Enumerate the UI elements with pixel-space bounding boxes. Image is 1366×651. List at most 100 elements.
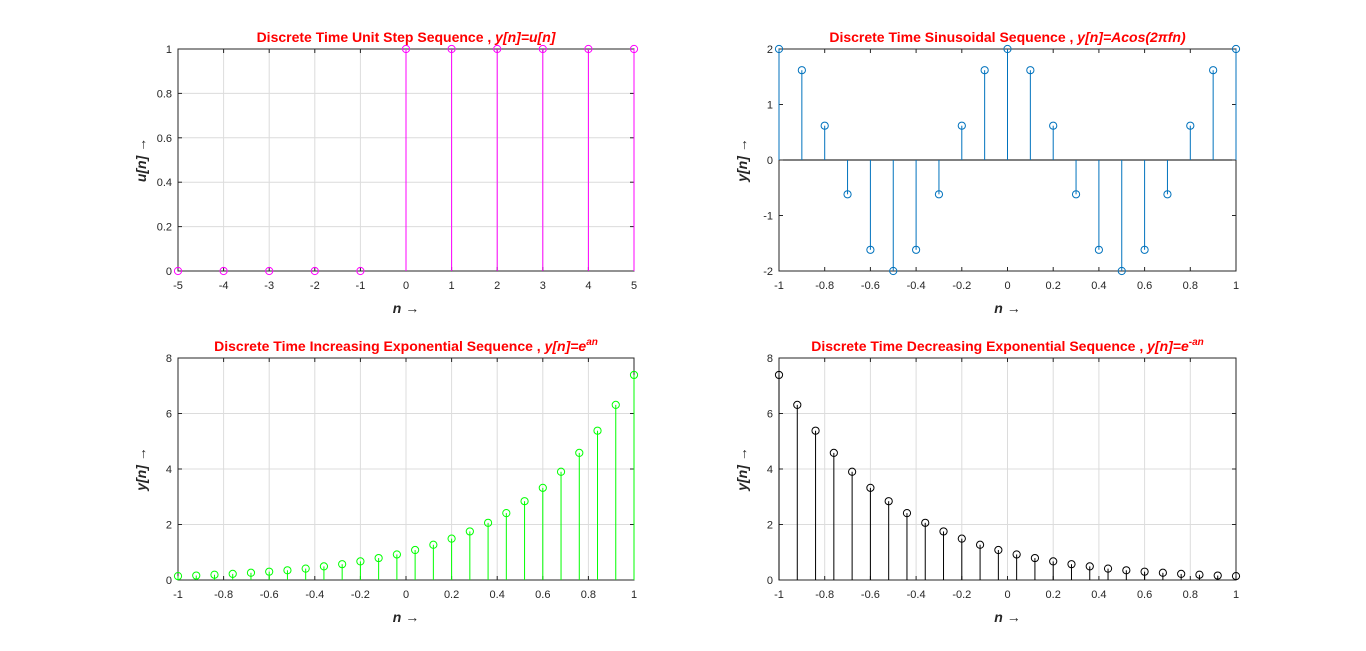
y-tick-label: 2 (767, 520, 773, 532)
stem-marker (1140, 245, 1149, 254)
chart-title-text: Discrete Time Decreasing Exponential Seq… (811, 338, 1147, 354)
stem-marker (774, 370, 784, 380)
stem-marker (829, 448, 838, 458)
x-tick-label: 0.8 (581, 589, 596, 601)
stem-marker (283, 566, 292, 575)
stem-marker (1094, 245, 1104, 254)
stem-marker (310, 266, 319, 276)
stem-marker (502, 509, 511, 518)
y-tick-label: 0.6 (157, 133, 172, 145)
stem-marker (228, 569, 237, 578)
stem-marker (848, 467, 857, 476)
stem-marker (265, 567, 274, 576)
x-tick-label: -0.8 (815, 589, 834, 601)
x-tick-label: -0.6 (260, 589, 279, 601)
x-tick-label: -0.2 (952, 280, 971, 292)
x-tick-label: 0.6 (1137, 589, 1152, 601)
stem-marker (1140, 567, 1149, 576)
stem-marker (192, 571, 201, 580)
x-tick-label: 0.2 (444, 589, 459, 601)
stem-marker (401, 44, 411, 54)
stem-marker (447, 44, 456, 54)
y-tick-label: 0.4 (157, 177, 172, 189)
stem-marker (374, 553, 383, 563)
stem-marker (820, 121, 829, 130)
x-axis-label: n → (393, 609, 419, 625)
stem-marker (866, 245, 875, 254)
chart-title-expression: y[n]=u[n] (494, 29, 557, 45)
x-tick-label: -0.8 (214, 589, 233, 601)
x-axis-label: n → (994, 300, 1020, 316)
x-tick-label: 0.6 (1137, 280, 1152, 292)
stem-marker (593, 426, 602, 435)
stem-marker (957, 534, 966, 543)
x-tick-label: -3 (264, 280, 274, 292)
x-tick-label: 0.8 (1183, 280, 1198, 292)
y-tick-label: 2 (166, 520, 172, 532)
x-tick-label: 0.6 (535, 589, 550, 601)
x-tick-label: 0 (403, 280, 409, 292)
y-tick-label: 4 (166, 464, 172, 476)
x-tick-label: -1 (774, 589, 784, 601)
chart-2: -1 -0.8 -0.6 -0.4 -0.2 0 0.2 0.4 0.6 0.8 1-2-1012D… (734, 29, 1241, 316)
y-tick-label: 0 (166, 575, 172, 587)
stem-marker (411, 545, 420, 555)
stem-marker (246, 568, 256, 577)
stem-marker (629, 44, 639, 54)
chart-title-expression: y[n]=e (544, 338, 587, 354)
y-axis-label: y[n] → (133, 447, 149, 492)
x-tick-label: -5 (173, 280, 183, 292)
chart-title-text: Discrete Time Unit Step Sequence , (257, 29, 496, 45)
stem-marker (356, 557, 365, 566)
x-tick-label: -2 (310, 280, 320, 292)
x-tick-label: -4 (219, 280, 229, 292)
y-tick-label: 0 (767, 575, 773, 587)
stem-marker (538, 44, 547, 54)
stem-marker (483, 518, 493, 527)
stem-marker (889, 266, 898, 276)
x-tick-label: 0.2 (1046, 280, 1061, 292)
y-tick-label: 0 (767, 155, 773, 167)
x-tick-label: 3 (540, 280, 546, 292)
y-tick-label: -1 (763, 211, 773, 223)
x-tick-label: -0.4 (305, 589, 324, 601)
stem-marker (939, 527, 948, 536)
stem-marker (980, 66, 989, 75)
y-tick-label: 6 (166, 409, 172, 421)
stem-marker (957, 121, 966, 130)
y-tick-label: 4 (767, 464, 773, 476)
y-tick-label: -2 (763, 266, 773, 278)
x-axis-label: n → (994, 609, 1020, 625)
y-axis-label: u[n] → (133, 138, 149, 182)
chart-title: Discrete Time Unit Step Sequence , y[n]=… (257, 29, 557, 45)
x-tick-label: 0 (1004, 589, 1010, 601)
chart-1: -5 -4 -3 -2 -1 0 1 2 3 4 5 0 0.2 0.4 0.6 0.8 1 Discrete T… (133, 29, 639, 316)
stem-marker (884, 497, 893, 506)
x-tick-label: 1 (449, 280, 455, 292)
stem-marker (338, 560, 347, 569)
y-tick-label: 0.8 (157, 88, 172, 100)
stem-marker (912, 245, 921, 254)
stem-marker (1231, 44, 1241, 54)
stem-marker (429, 540, 438, 549)
stem-marker (1026, 66, 1035, 75)
stem-marker (219, 266, 228, 276)
stem-marker (1049, 557, 1058, 566)
stem-marker (319, 562, 329, 571)
stem-marker (575, 448, 584, 458)
x-tick-label: 0.2 (1046, 589, 1061, 601)
stem-marker (1177, 569, 1186, 578)
stem-marker (493, 44, 502, 54)
stem-marker (1195, 570, 1204, 579)
x-tick-label: 0.8 (1183, 589, 1198, 601)
stem-marker (1003, 44, 1012, 54)
y-tick-label: 8 (767, 353, 773, 365)
stem-marker (447, 534, 456, 543)
y-tick-label: 6 (767, 409, 773, 421)
stem-marker (1103, 564, 1113, 573)
stem-marker (994, 545, 1003, 555)
stem-marker (1067, 560, 1076, 569)
x-tick-label: -0.4 (907, 280, 926, 292)
chart-title: Discrete Time Increasing Exponential Seq… (214, 337, 598, 354)
stem-marker (1071, 190, 1081, 199)
